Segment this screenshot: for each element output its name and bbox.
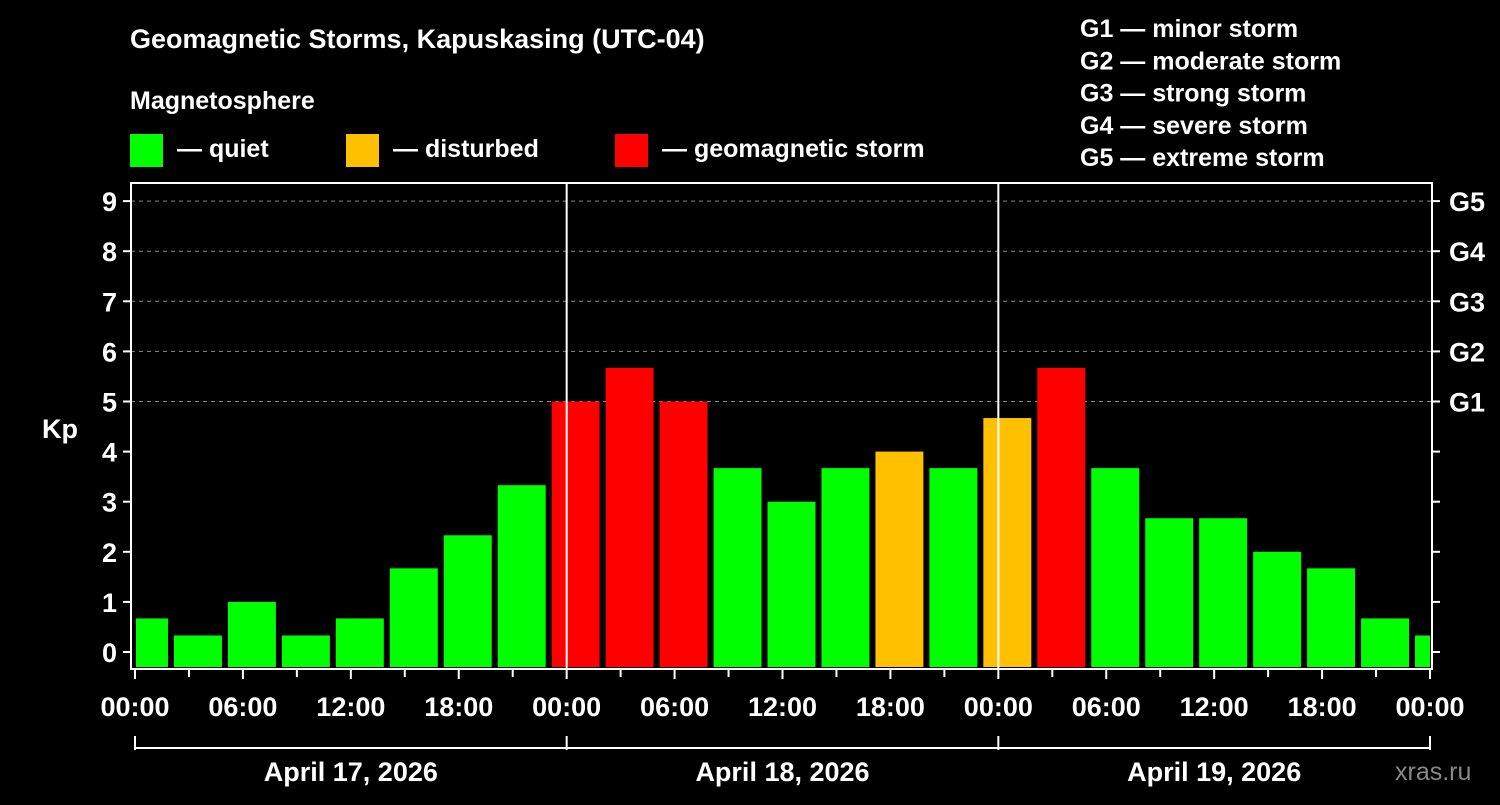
x-tick-label: 06:00: [1072, 692, 1141, 722]
y-tick-label: 8: [102, 237, 117, 267]
kp-bar: [1307, 568, 1356, 667]
storm-scale-legend: G1 — minor storm G2 — moderate storm G3 — …: [1080, 15, 1341, 172]
kp-bar: [875, 451, 924, 667]
x-tick-label: 12:00: [1180, 692, 1249, 722]
storm-scale-item: G2 — moderate storm: [1080, 47, 1341, 75]
kp-bar: [767, 501, 816, 667]
x-tick-label: 18:00: [1288, 692, 1357, 722]
storm-scale-item: G5 — extreme storm: [1080, 144, 1325, 172]
kp-bar: [821, 468, 870, 667]
bars: [136, 367, 1430, 667]
g-scale-label: G2: [1449, 337, 1485, 367]
kp-bar: [1091, 468, 1140, 667]
legend-label: — geomagnetic storm: [662, 135, 925, 163]
x-tick-label: 00:00: [532, 692, 601, 722]
kp-bar: [1415, 635, 1430, 667]
y-tick-label: 5: [102, 388, 117, 418]
storm-scale-item: G1 — minor storm: [1080, 15, 1298, 43]
legend-swatch: [615, 134, 648, 167]
kp-bar: [1361, 618, 1410, 667]
legend-heading: Magnetosphere: [130, 87, 315, 115]
x-tick-label: 06:00: [640, 692, 709, 722]
kp-bar: [136, 618, 168, 667]
kp-bar: [1037, 367, 1086, 667]
legend-swatch: [346, 134, 379, 167]
grid: [131, 200, 1432, 402]
x-tick-label: 00:00: [100, 692, 169, 722]
date-label: April 18, 2026: [695, 757, 869, 787]
kp-bar: [551, 401, 600, 667]
y-axis-label: Kp: [42, 414, 78, 444]
x-tick-label: 18:00: [424, 692, 493, 722]
kp-bar: [605, 367, 654, 667]
kp-bar: [659, 401, 708, 667]
kp-bar: [713, 468, 762, 667]
g-scale-label: G1: [1449, 388, 1485, 418]
watermark: xras.ru: [1395, 758, 1471, 786]
kp-bar: [1145, 518, 1194, 667]
x-tick-label: 12:00: [316, 692, 385, 722]
kp-bar: [1199, 518, 1248, 667]
kp-bar: [1253, 551, 1302, 667]
y-tick-label: 0: [102, 638, 117, 668]
y-tick-label: 6: [102, 337, 117, 367]
y-tick-label: 1: [102, 588, 117, 618]
kp-bar: [389, 568, 438, 667]
kp-bar: [929, 468, 978, 667]
y-tick-label: 7: [102, 287, 117, 317]
x-tick-label: 00:00: [1395, 692, 1464, 722]
y-tick-label: 3: [102, 488, 117, 518]
y-tick-label: 2: [102, 538, 117, 568]
x-tick-label: 18:00: [856, 692, 925, 722]
legend-label: — disturbed: [393, 135, 539, 163]
storm-scale-item: G3 — strong storm: [1080, 80, 1306, 108]
x-tick-label: 00:00: [964, 692, 1033, 722]
legend: — quiet — disturbed — geomagnetic storm: [130, 134, 925, 167]
axes: 0 1 2 3 4 5 6 7 8 9 G1 G2 G3 G4 G5 00:00 06:00 12:00 18:00…: [100, 182, 1485, 787]
y-tick-label: 9: [102, 187, 117, 217]
x-tick-label: 12:00: [748, 692, 817, 722]
x-tick-label: 06:00: [208, 692, 277, 722]
kp-bar: [497, 485, 546, 667]
kp-bar: [227, 601, 276, 667]
chart-title: Geomagnetic Storms, Kapuskasing (UTC-04): [130, 24, 705, 54]
storm-scale-item: G4 — severe storm: [1080, 112, 1308, 140]
kp-bar: [983, 418, 1032, 667]
date-label: April 17, 2026: [264, 757, 438, 787]
g-scale-label: G4: [1449, 237, 1485, 267]
kp-bar: [281, 635, 330, 667]
y-tick-label: 4: [102, 438, 117, 468]
legend-label: — quiet: [177, 135, 269, 163]
kp-bar: [443, 535, 492, 667]
kp-bar: [173, 635, 222, 667]
kp-bar: [335, 618, 384, 667]
date-label: April 19, 2026: [1127, 757, 1301, 787]
g-scale-label: G5: [1449, 187, 1485, 217]
legend-swatch: [130, 134, 163, 167]
g-scale-label: G3: [1449, 287, 1485, 317]
